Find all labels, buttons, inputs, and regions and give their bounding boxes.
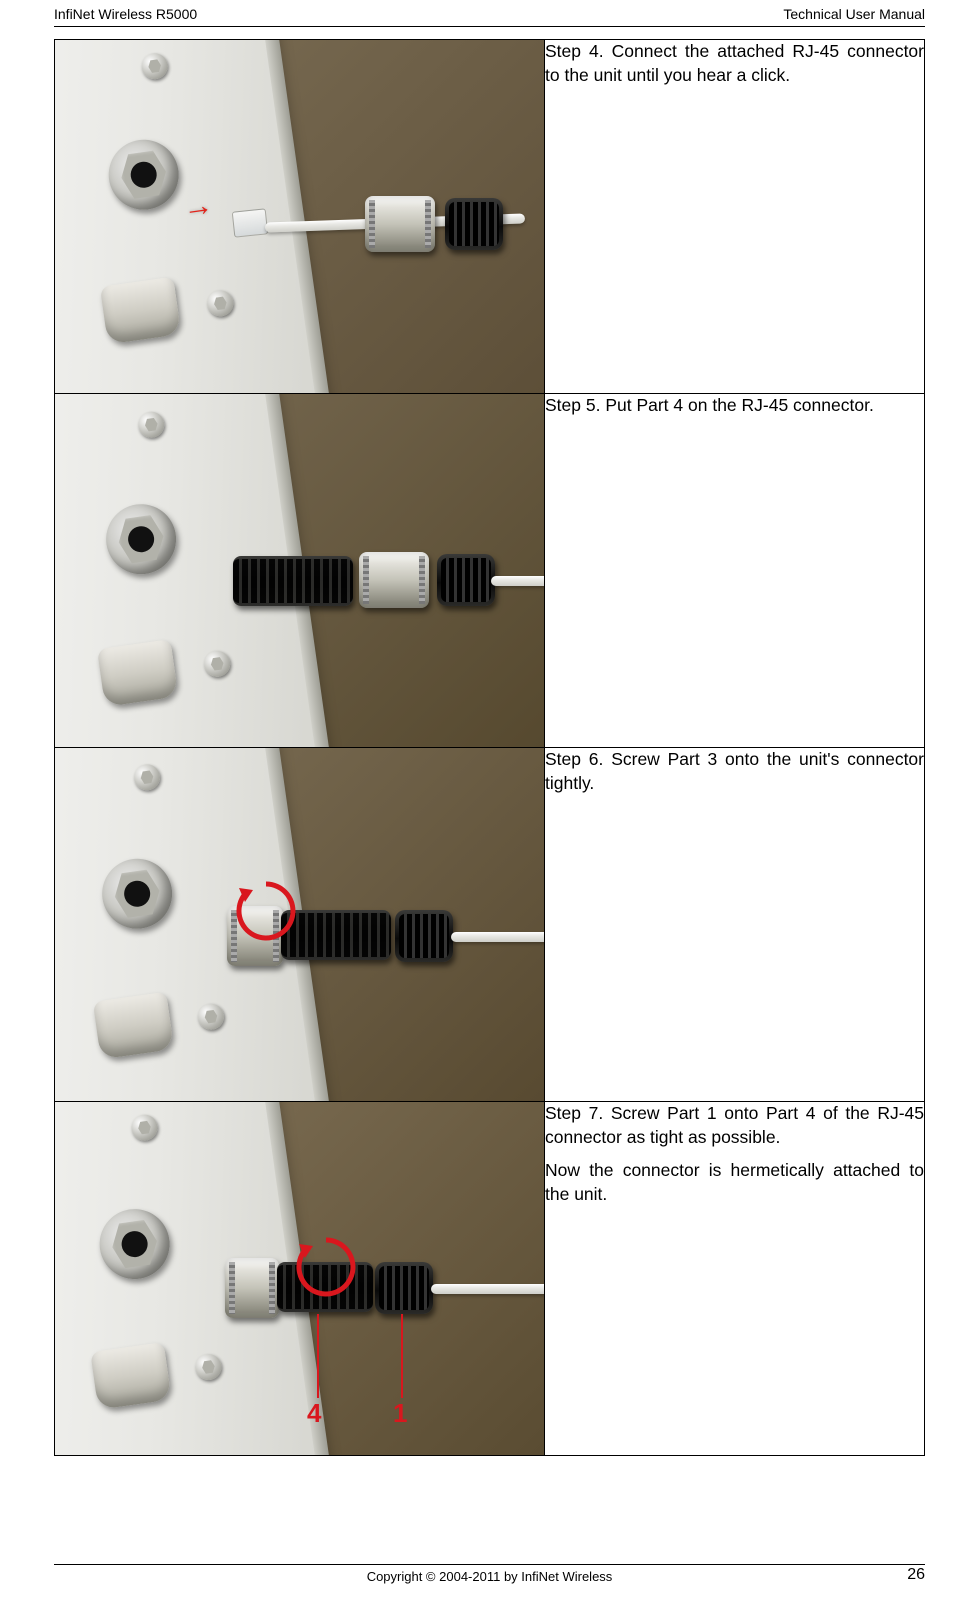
step5-text-cell: Step 5. Put Part 4 on the RJ-45 connecto… bbox=[545, 394, 925, 748]
header-product: InfiNet Wireless R5000 bbox=[54, 6, 197, 22]
step5-text: Step 5. Put Part 4 on the RJ-45 connecto… bbox=[545, 394, 924, 418]
step5-image-cell bbox=[55, 394, 545, 748]
step4-text: Step 4. Connect the attached RJ-45 conne… bbox=[545, 40, 924, 87]
rotate-arrow-icon bbox=[231, 876, 301, 946]
page: InfiNet Wireless R5000 Technical User Ma… bbox=[0, 0, 979, 1602]
table-row: 4 1 Step 7. Screw Part 1 onto Part 4 of … bbox=[55, 1102, 925, 1456]
content: → Step 4. Connect the attached RJ-45 con… bbox=[54, 39, 925, 1456]
step7-photo: 4 1 bbox=[55, 1102, 544, 1455]
steps-table: → Step 4. Connect the attached RJ-45 con… bbox=[54, 39, 925, 1456]
step6-text-cell: Step 6. Screw Part 3 onto the unit's con… bbox=[545, 748, 925, 1102]
callout-label-1: 1 bbox=[393, 1398, 407, 1429]
page-footer: Copyright © 2004-2011 by InfiNet Wireles… bbox=[54, 1564, 925, 1584]
footer-copyright: Copyright © 2004-2011 by InfiNet Wireles… bbox=[367, 1569, 613, 1584]
step6-text: Step 6. Screw Part 3 onto the unit's con… bbox=[545, 748, 924, 795]
callout-line bbox=[401, 1314, 403, 1398]
step6-image-cell bbox=[55, 748, 545, 1102]
callout-line bbox=[317, 1314, 319, 1398]
step6-photo bbox=[55, 748, 544, 1101]
rotate-arrow-icon bbox=[291, 1232, 361, 1302]
header-doc-title: Technical User Manual bbox=[783, 6, 925, 22]
step4-image-cell: → bbox=[55, 40, 545, 394]
page-header: InfiNet Wireless R5000 Technical User Ma… bbox=[54, 0, 925, 27]
step4-photo: → bbox=[55, 40, 544, 393]
page-number: 26 bbox=[907, 1566, 925, 1584]
step7-image-cell: 4 1 bbox=[55, 1102, 545, 1456]
step5-photo bbox=[55, 394, 544, 747]
step7-text-cell: Step 7. Screw Part 1 onto Part 4 of the … bbox=[545, 1102, 925, 1456]
red-arrow-icon: → bbox=[181, 188, 215, 226]
step7-text-1: Step 7. Screw Part 1 onto Part 4 of the … bbox=[545, 1102, 924, 1149]
callout-label-4: 4 bbox=[307, 1398, 321, 1429]
table-row: Step 6. Screw Part 3 onto the unit's con… bbox=[55, 748, 925, 1102]
step7-text-2: Now the connector is hermetically attach… bbox=[545, 1159, 924, 1206]
table-row: → Step 4. Connect the attached RJ-45 con… bbox=[55, 40, 925, 394]
table-row: Step 5. Put Part 4 on the RJ-45 connecto… bbox=[55, 394, 925, 748]
step4-text-cell: Step 4. Connect the attached RJ-45 conne… bbox=[545, 40, 925, 394]
